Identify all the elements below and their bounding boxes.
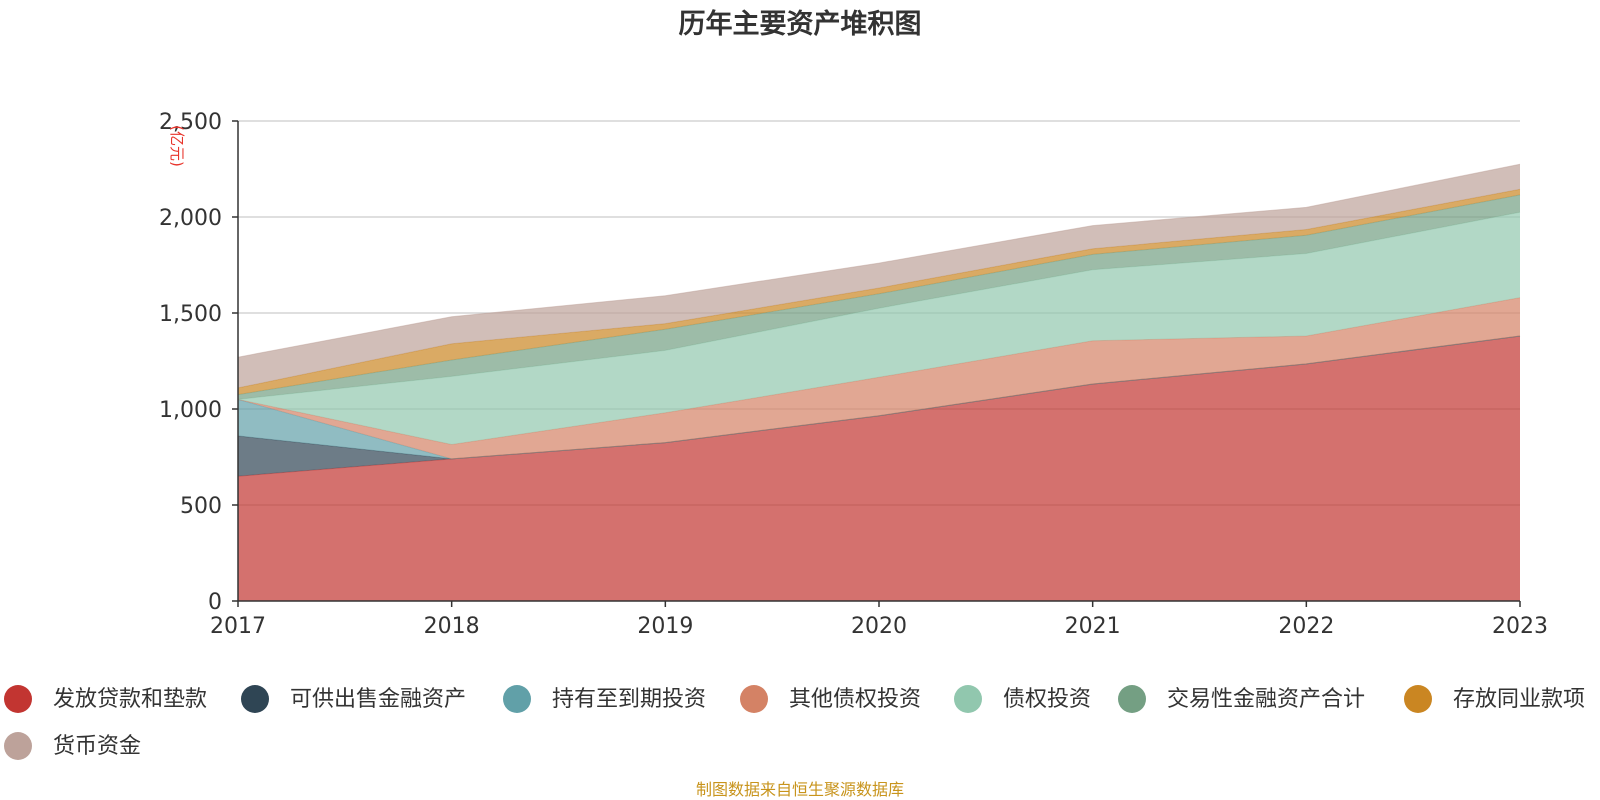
legend-label: 货币资金 (53, 734, 141, 759)
legend-marker (241, 685, 269, 713)
x-tick-label: 2018 (424, 614, 480, 639)
area-5 (238, 212, 1520, 445)
area-edge-8 (237, 163, 1521, 358)
axes: 0 500 1,000 1,500 2,000 2,500 2017 2018 2019 2020… (159, 110, 1548, 639)
area-7 (238, 189, 1520, 395)
legend: 发放贷款和垫款 可供出售金融资产 持有至到期投资 其他债权投资 债权投资 交易性金融资产合… (4, 685, 1585, 760)
area-2 (238, 336, 1520, 477)
y-tick-label: 1,500 (159, 302, 222, 327)
legend-label: 其他债权投资 (789, 687, 921, 712)
legend-marker (954, 685, 982, 713)
x-tick-label: 2022 (1278, 614, 1334, 639)
legend-marker (1404, 685, 1432, 713)
x-tick-label: 2020 (851, 614, 907, 639)
x-tick-label: 2019 (637, 614, 693, 639)
y-tick-label: 0 (208, 590, 222, 615)
legend-label: 存放同业款项 (1453, 687, 1585, 712)
chart-title: 历年主要资产堆积图 (679, 8, 922, 40)
legend-marker (503, 685, 531, 713)
x-tick-label: 2023 (1492, 614, 1548, 639)
y-tick-label: 500 (180, 494, 222, 519)
legend-label: 持有至到期投资 (552, 687, 706, 712)
legend-marker (1118, 685, 1146, 713)
area-8 (238, 164, 1520, 388)
y-tick-label: 1,000 (159, 398, 222, 423)
legend-label: 债权投资 (1003, 687, 1091, 712)
legend-label: 可供出售金融资产 (290, 687, 466, 712)
x-tick-label: 2017 (210, 614, 266, 639)
x-tick-label: 2021 (1065, 614, 1121, 639)
area-1 (238, 336, 1520, 601)
area-4 (238, 297, 1520, 459)
legend-marker (4, 685, 32, 713)
legend-marker (740, 685, 768, 713)
y-tick-label: 2,500 (159, 110, 222, 135)
legend-label: 发放贷款和垫款 (53, 687, 207, 712)
data-source-note: 制图数据来自恒生聚源数据库 (696, 780, 904, 799)
legend-marker (4, 732, 32, 760)
area-3 (238, 336, 1520, 459)
y-axis-unit-label: (亿元) (168, 125, 186, 167)
area-series (237, 163, 1521, 601)
legend-label: 交易性金融资产合计 (1167, 687, 1365, 712)
y-tick-label: 2,000 (159, 206, 222, 231)
area-6 (238, 194, 1520, 400)
